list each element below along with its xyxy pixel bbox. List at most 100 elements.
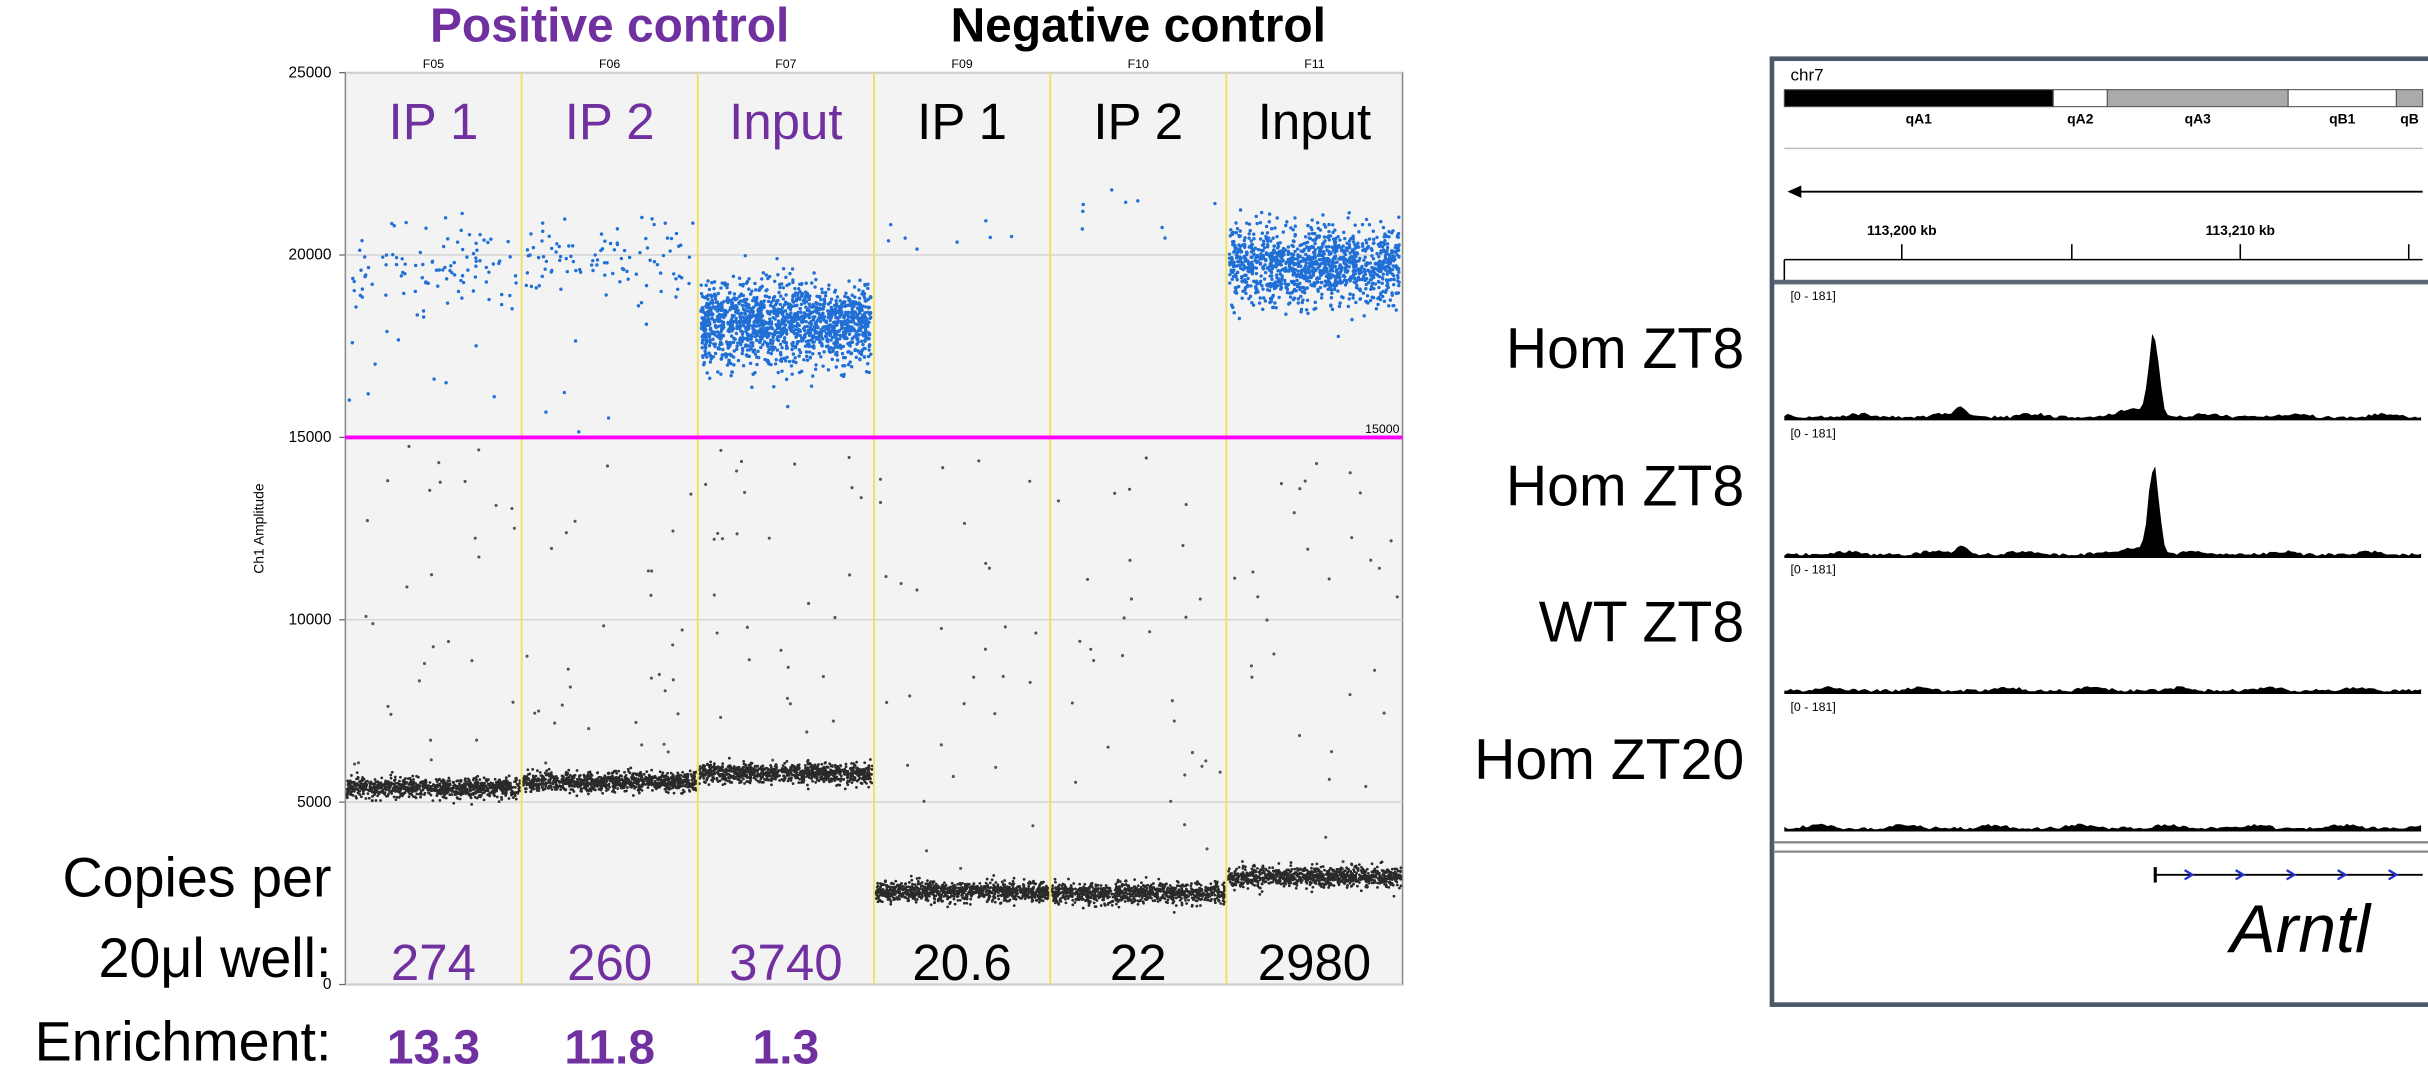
droplet <box>782 336 787 340</box>
droplet <box>506 780 510 784</box>
droplet <box>962 901 966 905</box>
droplet <box>550 246 554 251</box>
droplet <box>469 796 473 800</box>
droplet <box>396 338 401 342</box>
droplet <box>744 281 749 285</box>
droplet <box>682 790 686 794</box>
droplet <box>756 769 759 772</box>
droplet <box>529 780 533 784</box>
droplet <box>703 344 708 349</box>
droplet <box>438 777 441 781</box>
droplets <box>345 188 1403 914</box>
droplet <box>862 355 866 359</box>
droplet <box>809 384 814 388</box>
positive-droplets <box>347 211 518 402</box>
droplet <box>537 786 541 790</box>
droplet <box>460 783 464 787</box>
droplet <box>504 794 508 797</box>
droplet <box>415 313 419 317</box>
droplet <box>475 778 478 781</box>
droplet <box>817 337 821 341</box>
droplet <box>434 268 439 272</box>
droplet <box>847 299 852 303</box>
droplet <box>861 289 865 294</box>
droplet <box>435 792 439 796</box>
droplet <box>362 785 366 788</box>
droplet <box>827 283 831 287</box>
droplet <box>712 320 717 324</box>
droplet <box>706 314 710 318</box>
droplet <box>386 704 390 708</box>
droplet <box>492 395 496 399</box>
droplet <box>776 319 781 323</box>
droplet <box>645 246 650 250</box>
droplet <box>776 324 781 329</box>
droplet <box>739 337 744 342</box>
droplet <box>859 324 864 328</box>
droplet <box>434 778 438 781</box>
droplet <box>493 794 497 798</box>
droplet <box>415 792 419 796</box>
droplet <box>817 763 820 766</box>
droplet <box>687 789 691 792</box>
droplet <box>805 354 809 359</box>
droplet <box>625 269 629 274</box>
droplet <box>474 344 478 348</box>
droplet <box>364 797 368 800</box>
droplet <box>790 372 794 376</box>
droplet <box>558 258 562 263</box>
droplet <box>807 342 811 346</box>
droplet <box>676 287 680 291</box>
droplet <box>600 781 604 785</box>
droplet <box>452 786 456 790</box>
droplet <box>437 268 442 272</box>
droplet <box>785 696 789 700</box>
droplet <box>827 346 831 350</box>
droplet <box>553 721 557 725</box>
droplet <box>730 302 734 306</box>
droplet <box>956 882 959 886</box>
droplet <box>560 703 564 707</box>
droplet <box>482 238 486 242</box>
droplet <box>778 285 782 290</box>
droplet <box>780 312 785 316</box>
droplet <box>752 769 756 773</box>
droplet <box>836 345 840 349</box>
droplet <box>840 351 845 356</box>
droplet <box>829 338 833 342</box>
droplet <box>827 349 832 353</box>
droplet <box>760 334 765 338</box>
droplet <box>755 320 760 325</box>
droplet <box>438 791 442 794</box>
droplet <box>619 256 624 261</box>
droplet <box>604 293 608 297</box>
droplet <box>724 355 728 359</box>
droplet <box>852 315 856 319</box>
droplet <box>672 777 676 780</box>
droplet <box>593 253 597 257</box>
droplet <box>815 324 819 329</box>
droplet <box>756 349 760 354</box>
droplet <box>808 772 812 776</box>
droplet <box>770 341 775 346</box>
droplet <box>702 316 707 320</box>
droplet <box>611 271 615 276</box>
droplet <box>840 325 844 330</box>
droplet <box>782 356 786 361</box>
droplet <box>597 776 601 779</box>
droplet <box>857 306 861 311</box>
droplet <box>863 282 867 287</box>
droplet <box>715 317 719 321</box>
droplet <box>712 762 716 766</box>
droplet <box>804 350 809 354</box>
droplet <box>754 338 759 343</box>
droplet <box>749 761 753 765</box>
droplet <box>658 271 663 275</box>
droplet <box>560 774 564 778</box>
droplet <box>822 305 826 309</box>
droplet <box>875 888 879 892</box>
droplet <box>741 364 746 368</box>
droplet <box>703 332 707 336</box>
droplet <box>443 793 446 797</box>
droplet <box>642 772 646 776</box>
